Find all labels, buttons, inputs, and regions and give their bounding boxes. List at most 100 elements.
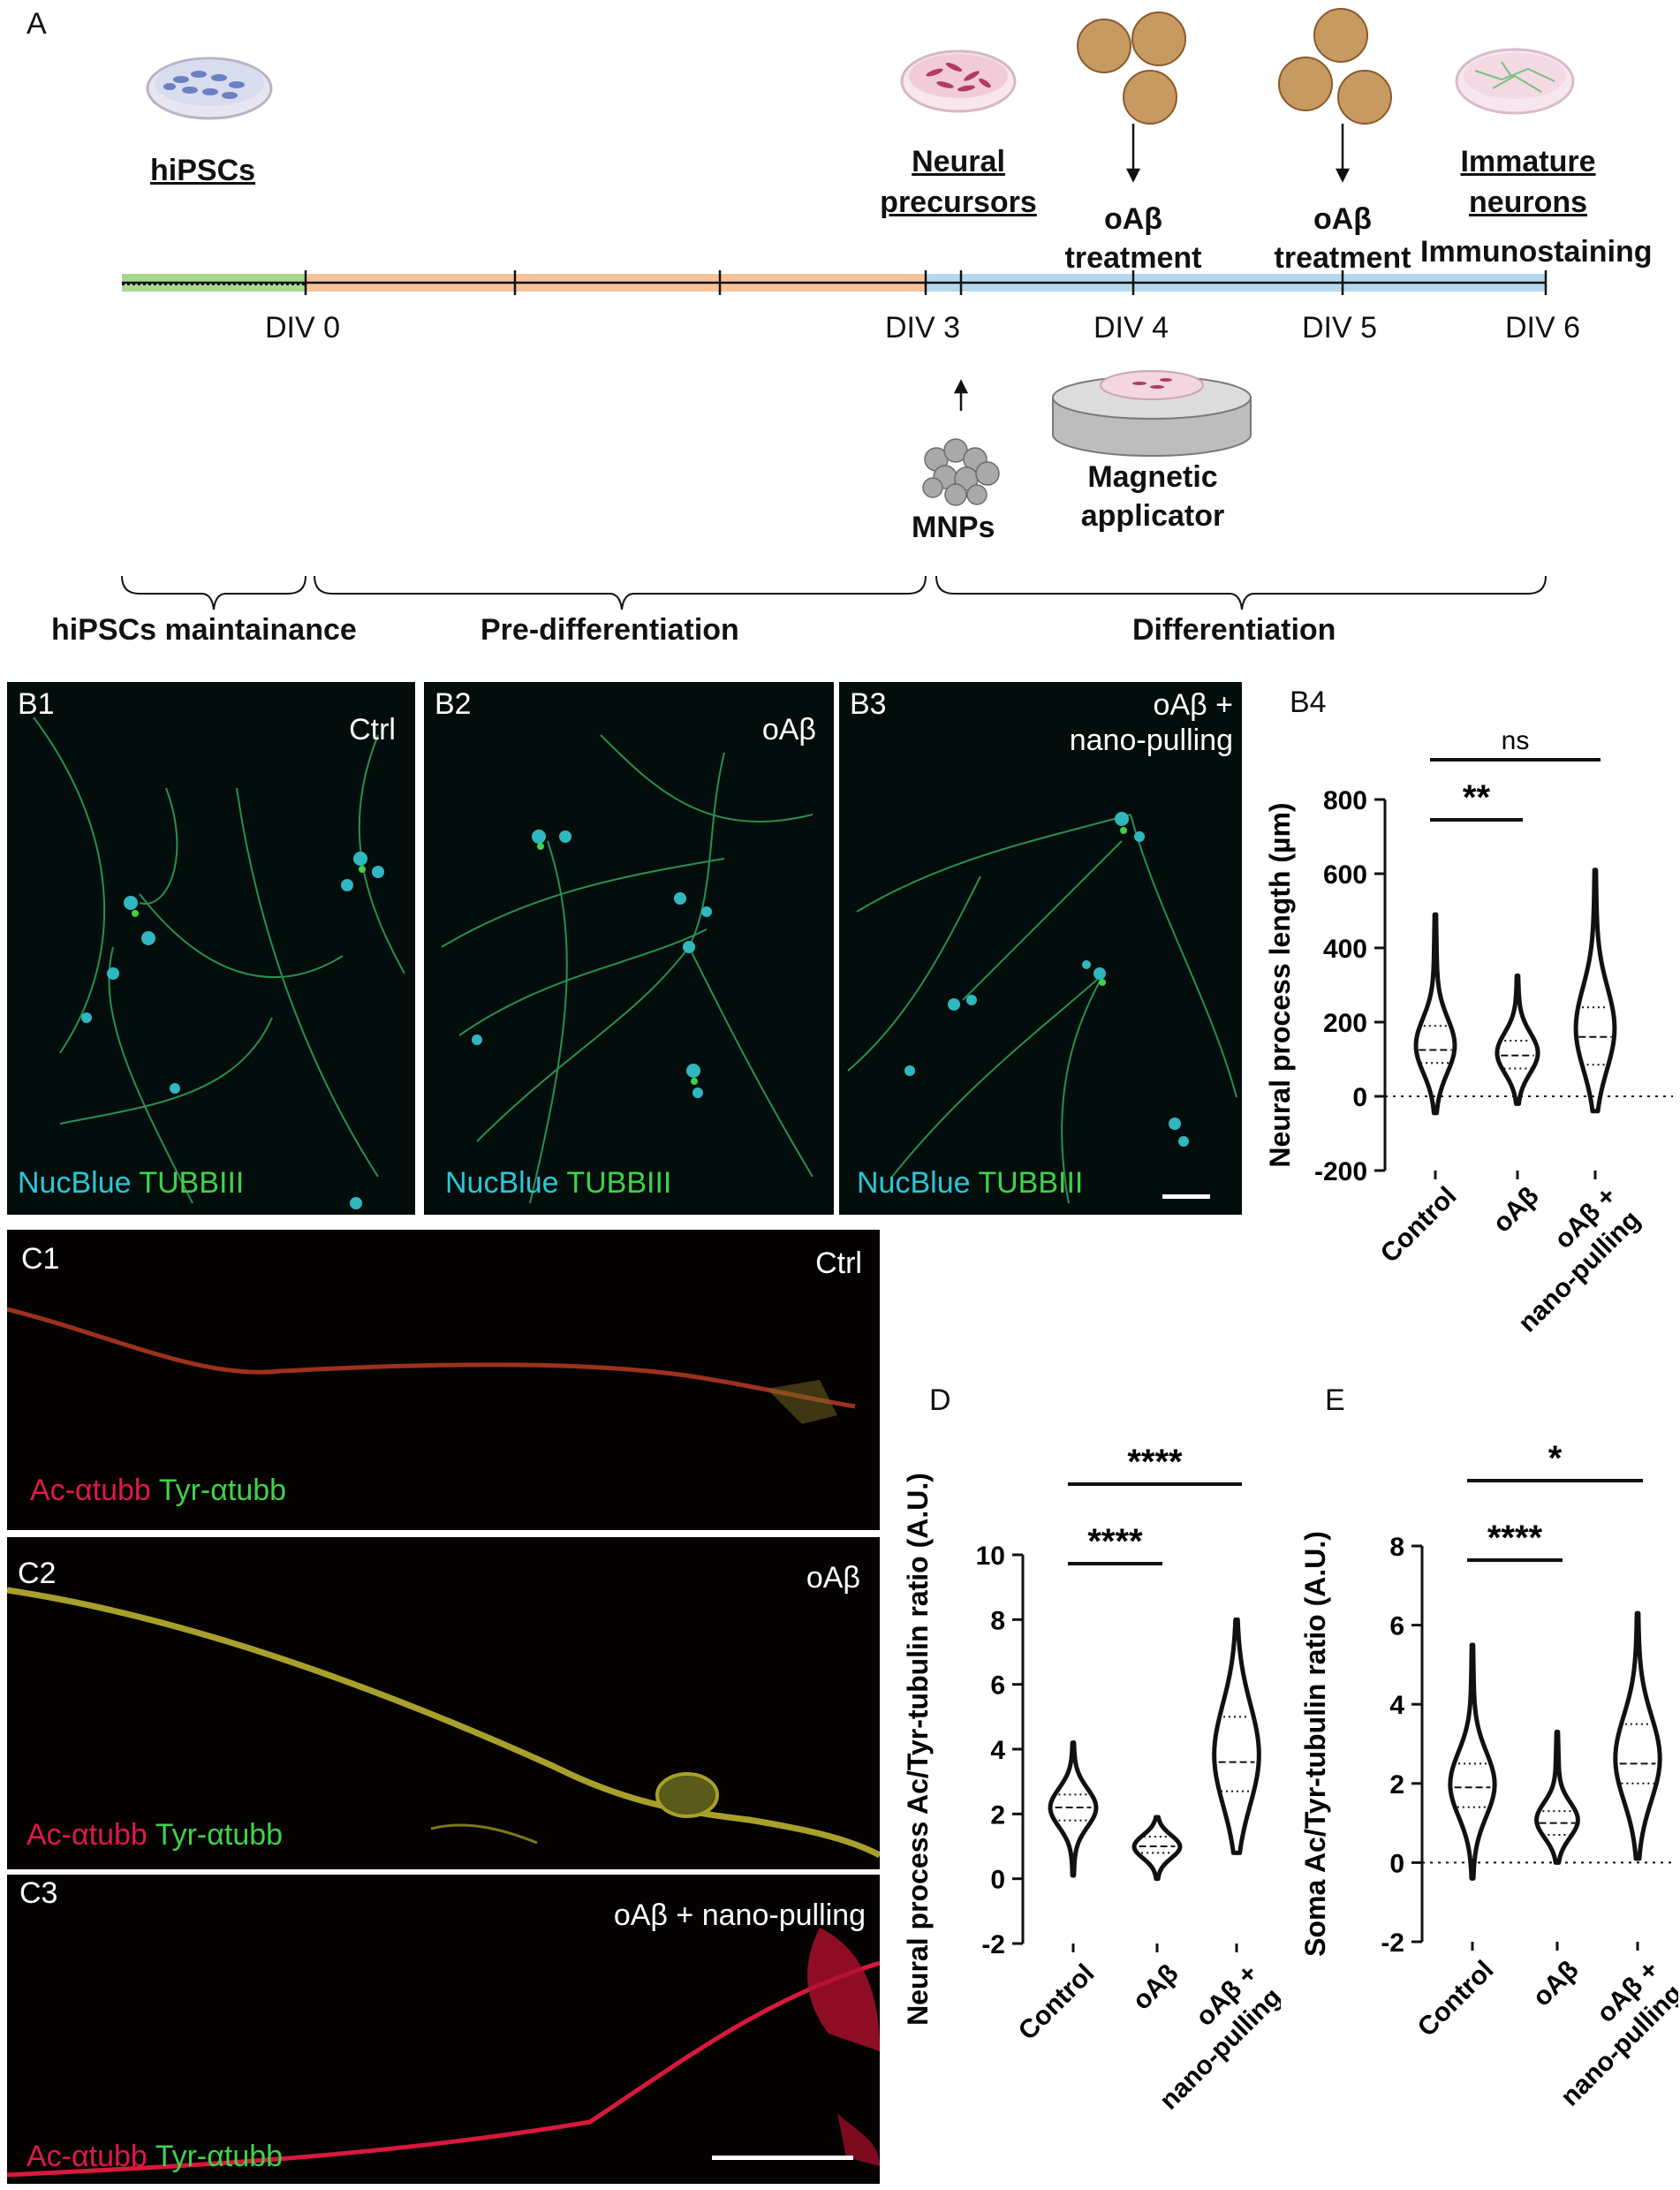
chart-b4: -200 0 200 400 600 800 Neural process length (…: [1264, 726, 1673, 1338]
y-tick-label: -2: [981, 1930, 1005, 1959]
violin-0: [1448, 1642, 1497, 1881]
c1-stain-red: Ac-αtubb: [30, 1474, 151, 1507]
y-tick-label: 4: [990, 1736, 1005, 1765]
y-axis-title: Neural process Ac/Tyr-tubulin ratio (A.U…: [902, 1473, 934, 2026]
mnps-label: MNPs: [912, 511, 995, 544]
magnetic-applicator-label: Magnetic applicator: [1060, 458, 1245, 535]
panel-letter-d: D: [929, 1383, 951, 1417]
panel-letter-b2: B2: [435, 687, 472, 721]
y-tick-label: 0: [1389, 1849, 1404, 1878]
c3-stain-label: Ac-αtubb Tyr-αtubb: [26, 2140, 283, 2174]
treatment-arrows: [953, 124, 1351, 411]
oab-treatment-div5-label: oAβ treatment: [1254, 200, 1431, 277]
significance-label-0: **: [1463, 778, 1491, 817]
panel-letter-c1: C1: [21, 1242, 60, 1276]
panel-letter-b1: B1: [18, 687, 55, 721]
x-category-label-0: Control: [1013, 1959, 1101, 2046]
panel-letter-b3: B3: [850, 687, 887, 721]
div-5-label: DIV 5: [1302, 311, 1378, 345]
c1-condition-label: Ctrl: [815, 1247, 862, 1280]
y-axis-title: Neural process length (µm): [1264, 802, 1296, 1167]
x-category-text: oAβ: [1527, 1955, 1585, 2012]
hipscs-label: hiPSCs: [150, 154, 256, 187]
oab-treatment-div4-line2: treatment: [1064, 241, 1202, 275]
neural-precursors-line1: Neural: [912, 145, 1005, 178]
y-tick-label: 4: [1389, 1691, 1404, 1720]
chart-d: -2 0 2 4 6 8 10 Neural process Ac/Tyr-tubulin r…: [902, 1443, 1281, 2116]
micrograph-b2: B2 oAβ NucBlue TUBBIII: [424, 682, 834, 1215]
micrograph-b1: B1 Ctrl NucBlue TUBBIII: [7, 682, 415, 1215]
y-tick-label: 6: [990, 1671, 1005, 1701]
c3-stain-red: Ac-αtubb: [26, 2140, 148, 2173]
x-category-text: Control: [1013, 1959, 1101, 2046]
b2-stain-green: TUBBIII: [566, 1166, 672, 1200]
violin-0: [1048, 1740, 1099, 1878]
x-category-text: oAβ: [1127, 1959, 1184, 2016]
y-tick-label: 2: [1389, 1770, 1404, 1800]
neural-precursors-line2: precursors: [880, 186, 1037, 219]
div-6-label: DIV 6: [1505, 311, 1581, 345]
y-tick-label: 8: [990, 1606, 1005, 1635]
oab-treatment-div5-line2: treatment: [1274, 241, 1411, 275]
y-tick-label: 2: [990, 1800, 1005, 1830]
significance-label-1: ****: [1127, 1443, 1183, 1481]
magnetic-applicator-icon: [1052, 370, 1252, 457]
petri-dish-precursors-icon: [900, 49, 1017, 113]
c3-condition-label: oAβ + nano-pulling: [613, 1898, 866, 1932]
violin-2: [1573, 868, 1617, 1114]
micrograph-c3: C3 oAβ + nano-pulling Ac-αtubb Tyr-αtubb: [7, 1875, 880, 2184]
neuron-network-b3: [847, 812, 1237, 1204]
y-tick-label: -200: [1314, 1157, 1367, 1186]
significance-label-1: *: [1548, 1439, 1563, 1478]
c1-stain-label: Ac-αtubb Tyr-αtubb: [30, 1474, 286, 1508]
micrograph-b3: B3 oAβ + nano-pulling NucBlue TUBBIII: [839, 682, 1242, 1215]
y-tick-label: 0: [1352, 1083, 1367, 1112]
y-tick-label: 800: [1323, 786, 1367, 815]
c3-stain-green: Tyr-αtubb: [155, 2140, 284, 2173]
y-tick-label: 6: [1389, 1612, 1404, 1641]
immature-neurons-label: Immature neurons: [1404, 141, 1652, 223]
oab-treatment-div4-label: oAβ treatment: [1045, 200, 1222, 277]
div-3-label: DIV 3: [885, 311, 961, 345]
c1-stain-green: Tyr-αtubb: [158, 1474, 287, 1507]
panel-letter-b4: B4: [1290, 686, 1327, 719]
micrograph-c2: C2 oAβ Ac-αtubb Tyr-αtubb: [7, 1537, 880, 1869]
panel-letter-c2: C2: [18, 1557, 57, 1590]
axon-c3: [7, 1928, 880, 2178]
b1-stain-blue: NucBlue: [18, 1166, 132, 1200]
x-category-label-0: Control: [1412, 1955, 1500, 2042]
timeline-bar: [122, 270, 1548, 295]
b3-stain-label: NucBlue TUBBIII: [857, 1166, 1083, 1201]
violin-1: [1131, 1815, 1183, 1882]
div-4-label: DIV 4: [1094, 311, 1169, 345]
phase-differentiation-label: Differentiation: [1132, 613, 1336, 647]
phase-braces: [121, 575, 1547, 610]
c2-condition-label: oAβ: [806, 1561, 860, 1595]
phase-maintenance-label: hiPSCs maintainance: [51, 613, 357, 647]
b3-condition-label: oAβ + nano-pulling: [1070, 687, 1233, 758]
x-category-text: Control: [1375, 1181, 1463, 1269]
b1-stain-green: TUBBIII: [139, 1166, 245, 1200]
neuron-network-b2: [441, 734, 814, 1204]
panel-letter-a: A: [26, 7, 47, 41]
violin-2: [1212, 1617, 1261, 1855]
b1-condition-label: Ctrl: [349, 713, 396, 746]
neural-precursors-label: Neural precursors: [839, 141, 1078, 223]
x-category-text: oAβ: [1487, 1181, 1545, 1239]
violin-1: [1534, 1730, 1580, 1865]
magnetic-applicator-line1: Magnetic: [1087, 460, 1218, 494]
div-0-label: DIV 0: [265, 311, 341, 345]
significance-label-0: ****: [1487, 1519, 1543, 1557]
axon-c2: [7, 1587, 880, 1859]
oab-treatment-div4-line1: oAβ: [1103, 202, 1163, 236]
c2-stain-red: Ac-αtubb: [26, 1818, 148, 1852]
oligomer-aggregates-div4-icon: [1077, 11, 1186, 125]
neuron-network-b1: [33, 716, 405, 1209]
oab-treatment-div5-line1: oAβ: [1313, 202, 1373, 236]
x-category-label-0: Control: [1375, 1181, 1463, 1269]
c2-stain-label: Ac-αtubb Tyr-αtubb: [26, 1818, 283, 1853]
b3-condition-line1: oAβ +: [1153, 688, 1233, 722]
y-axis-title: Soma Ac/Tyr-tubulin ratio (A.U.): [1299, 1531, 1331, 1957]
panel-letter-c3: C3: [19, 1876, 58, 1910]
oligomer-aggregates-div5-icon: [1278, 8, 1392, 125]
